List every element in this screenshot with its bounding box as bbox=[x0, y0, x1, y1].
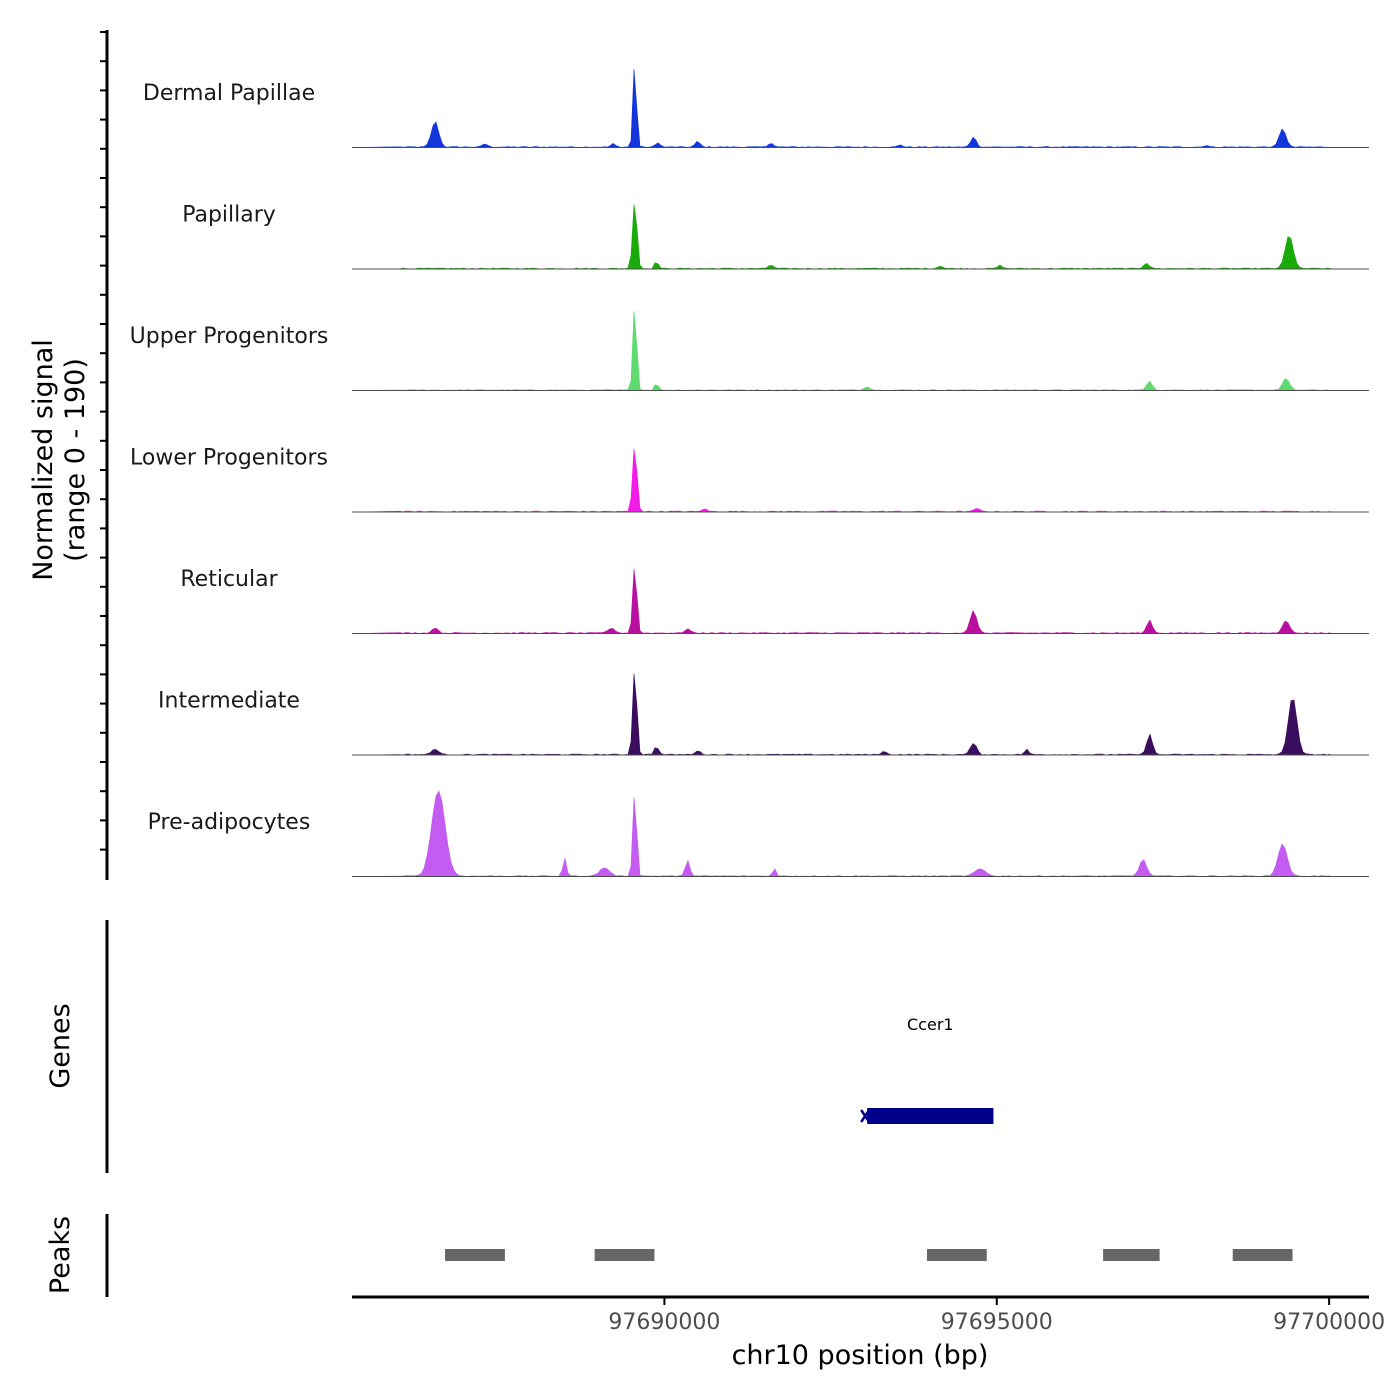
signal-area bbox=[351, 204, 1331, 270]
x-axis: 97690000 97695000 97700000 bbox=[352, 1295, 1385, 1335]
x-tick-label: 97690000 bbox=[608, 1310, 720, 1335]
track-label: Upper Progenitors bbox=[130, 324, 329, 349]
peaks-panel-label: Peaks bbox=[45, 1216, 76, 1294]
gene-label: Ccer1 bbox=[907, 1015, 954, 1034]
signal-y-axis bbox=[100, 30, 109, 880]
signal-area bbox=[351, 673, 1331, 756]
y-axis-title-line2: (range 0 - 190) bbox=[60, 358, 91, 562]
genes-panel-label: Genes bbox=[45, 1003, 76, 1088]
gene-models: Ccer1 bbox=[860, 1015, 994, 1124]
track-label: Lower Progenitors bbox=[130, 446, 328, 471]
signal-area bbox=[351, 449, 1331, 513]
track-lower-progenitors: Lower Progenitors bbox=[130, 446, 1369, 513]
track-intermediate: Intermediate bbox=[158, 673, 1369, 756]
signal-area bbox=[351, 569, 1331, 634]
peak-region bbox=[926, 1249, 987, 1261]
signal-area bbox=[351, 69, 1331, 148]
x-axis-title: chr10 position (bp) bbox=[732, 1340, 989, 1371]
x-tick-label: 97700000 bbox=[1273, 1310, 1385, 1335]
strand-marker bbox=[860, 1109, 871, 1123]
track-label: Reticular bbox=[180, 567, 278, 592]
track-dermal-papillae: Dermal Papillae bbox=[143, 69, 1369, 148]
track-papillary: Papillary bbox=[182, 203, 1369, 270]
track-label: Dermal Papillae bbox=[143, 81, 315, 106]
x-tick-label: 97695000 bbox=[941, 1310, 1053, 1335]
signal-area bbox=[351, 790, 1331, 877]
peak-region bbox=[594, 1249, 655, 1261]
signal-tracks: Dermal Papillae Papillary Upper Progenitor… bbox=[130, 69, 1369, 877]
gene-body bbox=[867, 1108, 994, 1124]
track-label: Pre-adipocytes bbox=[148, 810, 311, 835]
peak-regions bbox=[445, 1249, 1293, 1261]
genes-panel: Genes Ccer1 bbox=[45, 920, 994, 1173]
track-upper-progenitors: Upper Progenitors bbox=[130, 311, 1369, 391]
peak-region bbox=[1103, 1249, 1160, 1261]
track-pre-adipocytes: Pre-adipocytes bbox=[148, 790, 1369, 877]
track-label: Papillary bbox=[182, 203, 276, 228]
y-axis-title-line1: Normalized signal bbox=[28, 339, 59, 581]
peaks-panel: Peaks bbox=[45, 1214, 1293, 1297]
track-label: Intermediate bbox=[158, 689, 300, 714]
signal-area bbox=[351, 311, 1331, 391]
track-reticular: Reticular bbox=[180, 567, 1369, 634]
peak-region bbox=[445, 1249, 505, 1261]
peak-region bbox=[1232, 1249, 1293, 1261]
gene-ccer1: Ccer1 bbox=[860, 1015, 994, 1124]
